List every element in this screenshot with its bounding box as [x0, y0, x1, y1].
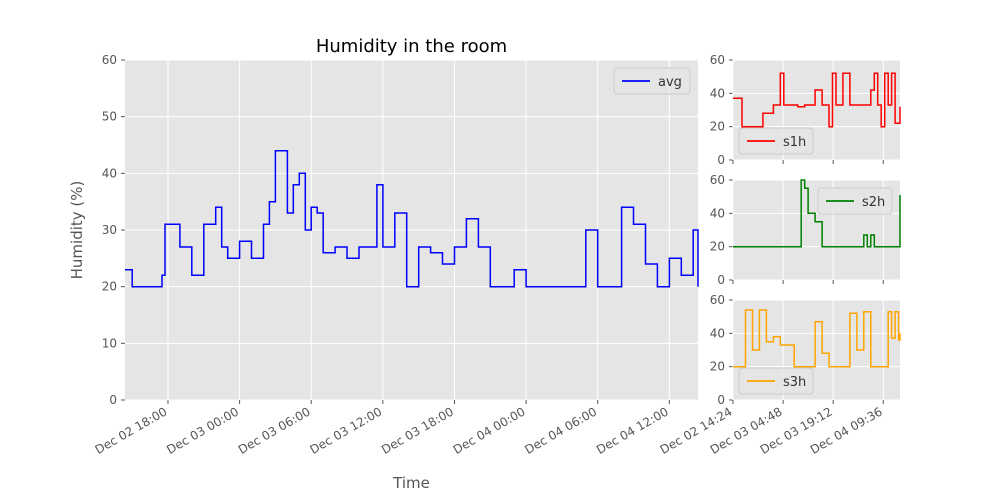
y-tick-label: 60 — [710, 173, 725, 187]
legend: s3h — [738, 367, 814, 395]
legend-box — [817, 187, 893, 215]
legend-label: s2h — [862, 195, 885, 210]
y-tick-label: 60 — [102, 53, 117, 67]
y-tick-label: 30 — [102, 223, 117, 237]
series-line-s3h — [733, 309, 901, 368]
x-tick-label: Dec 02 18:00 — [93, 404, 170, 456]
y-tick-label: 20 — [710, 120, 725, 134]
legend: s1h — [738, 127, 814, 155]
y-tick-label: 0 — [109, 393, 117, 407]
y-tick-label: 0 — [717, 393, 725, 407]
x-tick-label: Dec 03 18:00 — [379, 404, 456, 456]
legend: avg — [613, 67, 691, 95]
legend-label: s1h — [783, 135, 806, 150]
legend-box — [613, 67, 691, 95]
chart-title: Humidity in the room — [316, 36, 507, 57]
y-tick-label: 0 — [717, 273, 725, 287]
legend-label: avg — [658, 75, 682, 90]
series-line-s1h — [733, 72, 901, 128]
s2h-subplot: 0 20 40 60 s2h — [710, 173, 901, 287]
x-tick-label: Dec 04 06:00 — [522, 404, 599, 456]
y-tick-label: 20 — [102, 280, 117, 294]
y-axis-label: Humidity (%) — [68, 181, 86, 280]
y-tick-label: 60 — [710, 293, 725, 307]
y-tick-label: 60 — [710, 53, 725, 67]
legend-box — [738, 127, 814, 155]
x-axis-label: Time — [392, 474, 430, 492]
y-tick-label: 40 — [710, 326, 725, 340]
series-line-avg — [125, 149, 699, 288]
x-tick-label: Dec 03 12:00 — [307, 404, 384, 456]
y-tick-label: 10 — [102, 336, 117, 350]
x-tick-label: Dec 03 06:00 — [236, 404, 313, 456]
s1h-subplot: 0 20 40 60 s1h — [710, 53, 901, 167]
y-tick-label: 40 — [102, 166, 117, 180]
legend-label: s3h — [783, 375, 806, 390]
series-line-s2h — [733, 179, 901, 248]
x-tick-label: Dec 03 00:00 — [164, 404, 241, 456]
legend-box — [738, 367, 814, 395]
y-tick-label: 50 — [102, 110, 117, 124]
y-tick-label: 20 — [710, 240, 725, 254]
legend: s2h — [817, 187, 893, 215]
y-tick-label: 40 — [710, 86, 725, 100]
y-tick-label: 40 — [710, 206, 725, 220]
y-tick-label: 20 — [710, 360, 725, 374]
x-tick-label: Dec 04 00:00 — [451, 404, 528, 456]
y-tick-label: 0 — [717, 153, 725, 167]
